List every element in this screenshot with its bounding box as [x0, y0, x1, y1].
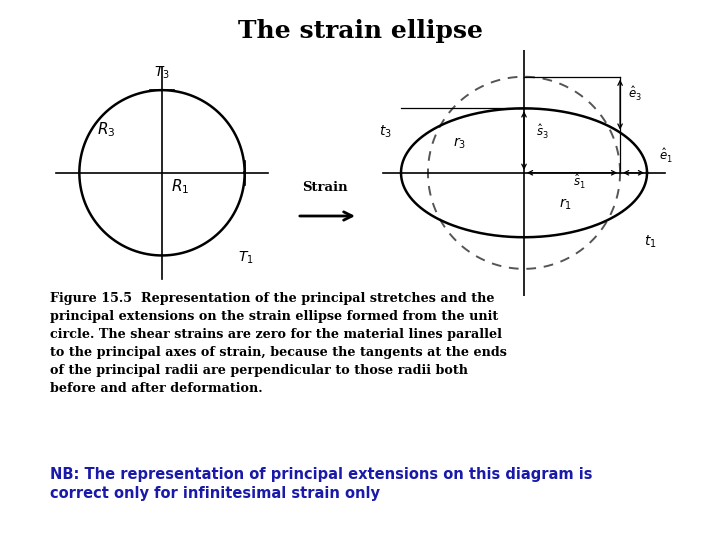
Text: $\hat{e}_1$: $\hat{e}_1$: [659, 147, 672, 165]
Text: $R_1$: $R_1$: [171, 177, 189, 195]
Text: $\hat{s}_1$: $\hat{s}_1$: [573, 173, 586, 191]
Text: $\hat{e}_3$: $\hat{e}_3$: [629, 85, 642, 103]
Text: $R_3$: $R_3$: [97, 120, 116, 139]
Text: Figure 15.5  Representation of the principal stretches and the
principal extensi: Figure 15.5 Representation of the princi…: [50, 292, 508, 395]
Text: NB: The representation of principal extensions on this diagram is
correct only f: NB: The representation of principal exte…: [50, 467, 593, 501]
Text: $r_3$: $r_3$: [453, 136, 466, 151]
Text: $T_1$: $T_1$: [238, 249, 253, 266]
Text: $T_3$: $T_3$: [154, 65, 170, 82]
Text: The strain ellipse: The strain ellipse: [238, 19, 482, 43]
Text: Strain: Strain: [302, 181, 348, 194]
Text: $r_1$: $r_1$: [559, 197, 572, 212]
Text: $t_1$: $t_1$: [644, 233, 657, 250]
Text: $t_3$: $t_3$: [379, 123, 392, 140]
Text: $\hat{s}_3$: $\hat{s}_3$: [536, 123, 549, 141]
